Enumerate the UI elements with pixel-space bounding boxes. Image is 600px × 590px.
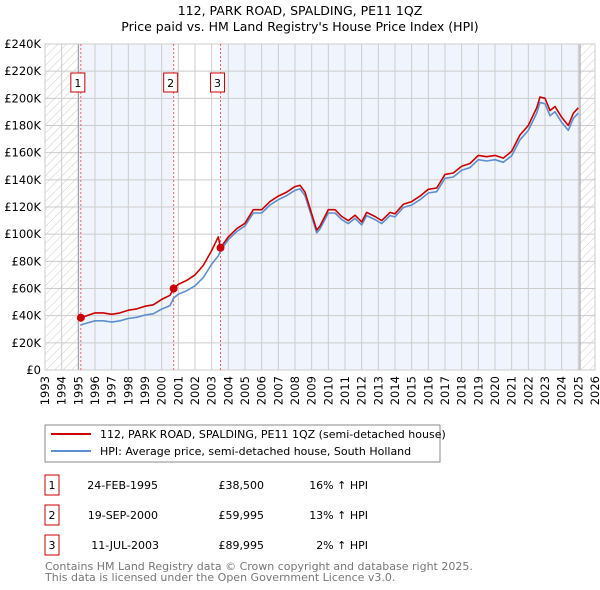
x-tick-label: 2025 xyxy=(571,376,585,405)
chart-title: 112, PARK ROAD, SPALDING, PE11 1QZ xyxy=(178,3,423,18)
y-tick-label: £160K xyxy=(4,146,41,160)
plot-frame xyxy=(44,43,596,371)
sale-label: 2 xyxy=(167,77,174,90)
x-tick-label: 1998 xyxy=(121,376,135,405)
y-tick-label: £40K xyxy=(12,309,42,323)
x-tick-label: 2009 xyxy=(305,376,319,405)
sale-label: 3 xyxy=(214,77,221,90)
sale-hpi-diff: 16% ↑ HPI xyxy=(309,479,368,492)
chart-subtitle: Price paid vs. HM Land Registry's House … xyxy=(121,19,478,34)
x-tick-label: 2001 xyxy=(171,376,185,405)
sale-row: 3 11-JUL-2003 £89,995 2% ↑ HPI xyxy=(44,534,368,556)
sale-price: £59,995 xyxy=(219,509,265,522)
sale-number: 1 xyxy=(49,479,56,492)
sale-hpi-diff: 2% ↑ HPI xyxy=(316,539,368,552)
hpi-series-line xyxy=(80,101,579,326)
x-tick-label: 2014 xyxy=(388,376,402,405)
y-tick-label: £0 xyxy=(26,363,41,377)
y-tick-label: £100K xyxy=(4,227,41,241)
sale-hpi-diff: 13% ↑ HPI xyxy=(309,509,368,522)
sale-label-box xyxy=(163,72,179,93)
x-tick-label: 2024 xyxy=(555,376,569,405)
y-tick-label: £200K xyxy=(4,91,41,105)
x-tick-label: 2016 xyxy=(421,376,435,405)
sale-number-box xyxy=(44,474,60,496)
x-tick-label: 2021 xyxy=(505,376,519,405)
x-tick-label: 1994 xyxy=(55,376,69,405)
y-tick-label: £20K xyxy=(12,336,42,350)
x-tick-label: 2022 xyxy=(521,376,535,405)
y-tick-label: £120K xyxy=(4,200,41,214)
x-tick-label: 2020 xyxy=(488,376,502,405)
y-tick-label: £240K xyxy=(4,37,41,51)
footer-copyright: Contains HM Land Registry data © Crown c… xyxy=(45,560,473,573)
x-tick-label: 2004 xyxy=(221,376,235,405)
x-tick-label: 2015 xyxy=(405,376,419,405)
sale-number-box xyxy=(44,534,60,556)
sale-label-box xyxy=(70,72,86,93)
x-tick-label: 2017 xyxy=(438,376,452,405)
sale-price: £89,995 xyxy=(219,539,265,552)
x-tick-label: 2002 xyxy=(188,376,202,405)
sale-date: 19-SEP-2000 xyxy=(88,509,158,522)
sale-row: 2 19-SEP-2000 £59,995 13% ↑ HPI xyxy=(44,504,368,526)
y-tick-label: £180K xyxy=(4,119,41,133)
x-tick-label: 2000 xyxy=(155,376,169,405)
x-tick-label: 2005 xyxy=(238,376,252,405)
y-tick-label: £220K xyxy=(4,64,41,78)
x-tick-label: 2007 xyxy=(271,376,285,405)
x-tick-label: 2012 xyxy=(355,376,369,405)
legend-box xyxy=(44,424,441,463)
x-tick-label: 2010 xyxy=(321,376,335,405)
legend: 112, PARK ROAD, SPALDING, PE11 1QZ (semi… xyxy=(44,424,446,463)
footer-licence: This data is licensed under the Open Gov… xyxy=(44,571,395,584)
x-tick-label: 2023 xyxy=(538,376,552,405)
legend-label-hpi: HPI: Average price, semi-detached house,… xyxy=(100,445,411,458)
sale-point xyxy=(76,313,85,322)
sale-date: 24-FEB-1995 xyxy=(87,479,158,492)
sale-row: 1 24-FEB-1995 £38,500 16% ↑ HPI xyxy=(44,474,368,496)
sale-number: 3 xyxy=(49,539,56,552)
y-tick-label: £140K xyxy=(4,173,41,187)
sale-label-box xyxy=(210,72,225,93)
sale-label: 1 xyxy=(74,77,81,90)
sale-number-box xyxy=(44,504,60,526)
sale-date: 11-JUL-2003 xyxy=(91,539,159,552)
x-tick-label: 2026 xyxy=(588,376,600,405)
x-tick-label: 1995 xyxy=(71,376,85,405)
x-tick-label: 1997 xyxy=(105,376,119,405)
x-tick-label: 2011 xyxy=(338,376,352,405)
legend-label-property: 112, PARK ROAD, SPALDING, PE11 1QZ (semi… xyxy=(100,428,446,441)
sale-price: £38,500 xyxy=(219,479,265,492)
y-tick-label: £60K xyxy=(12,282,42,296)
x-tick-label: 2006 xyxy=(255,376,269,405)
x-tick-label: 2013 xyxy=(371,376,385,405)
y-tick-label: £80K xyxy=(12,254,42,268)
x-tick-label: 1999 xyxy=(138,376,152,405)
x-tick-label: 2008 xyxy=(288,376,302,405)
x-tick-label: 2018 xyxy=(455,376,469,405)
sale-point xyxy=(169,284,178,293)
x-tick-label: 2003 xyxy=(205,376,219,405)
x-tick-label: 2019 xyxy=(471,376,485,405)
x-tick-label: 1996 xyxy=(88,376,102,405)
sales-table: 1 24-FEB-1995 £38,500 16% ↑ HPI 2 19-SEP… xyxy=(44,474,368,556)
sale-number: 2 xyxy=(49,509,56,522)
sale-point xyxy=(216,243,225,252)
x-tick-label: 1993 xyxy=(38,376,52,405)
